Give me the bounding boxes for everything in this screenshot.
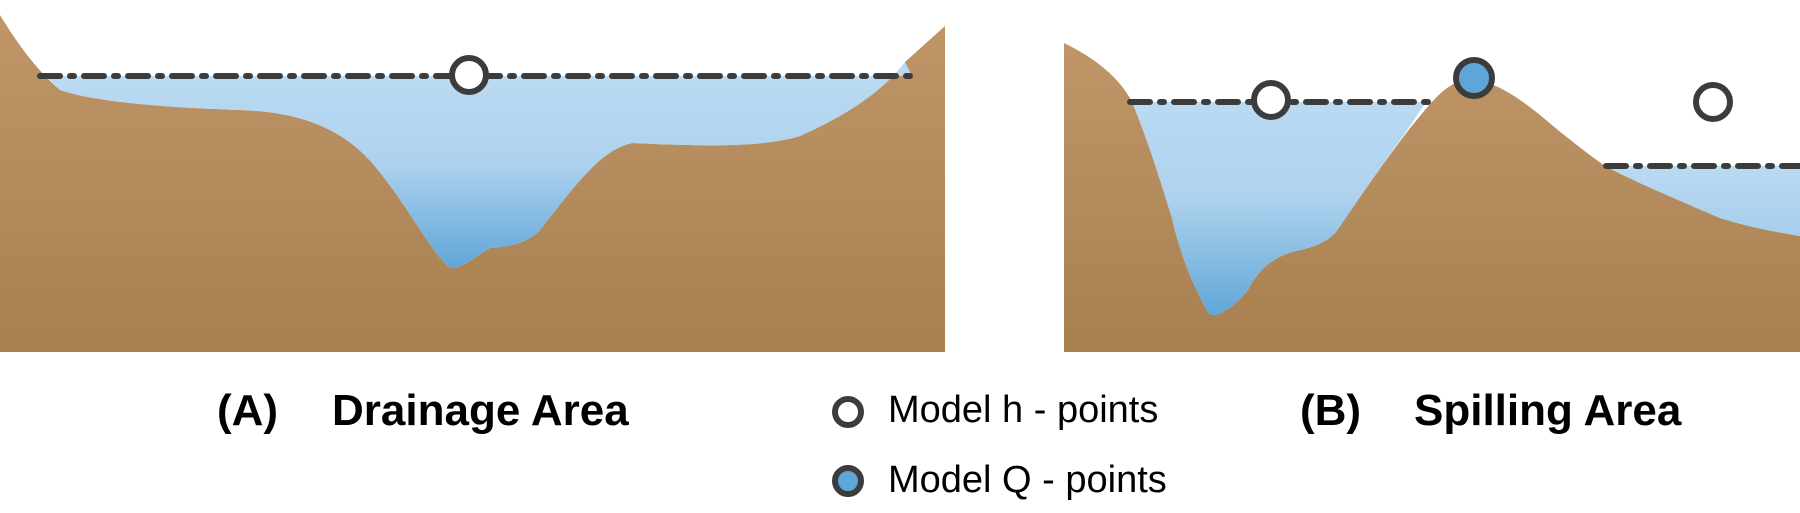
caption-a: (A) Drainage Area [217, 386, 629, 435]
panel-b-h-point-right [1693, 82, 1733, 122]
legend-q-points-label: Model Q - points [888, 459, 1167, 501]
panel-a-title: Drainage Area [332, 386, 629, 435]
panel-a-terrain [0, 15, 945, 352]
panel-b-water-basin [1132, 102, 1426, 315]
legend-item-q-points: Model Q - points [832, 459, 1167, 501]
panel-b-terrain [1064, 43, 1800, 352]
caption-b: (B) Spilling Area [1300, 386, 1682, 435]
legend-h-points-label: Model h - points [888, 389, 1158, 431]
panel-a-h-point [449, 55, 489, 95]
panel-b-water-right [1605, 166, 1800, 236]
legend-item-h-points: Model h - points [832, 389, 1158, 431]
panel-b-letter: (B) [1300, 386, 1361, 435]
panel-b-title: Spilling Area [1414, 386, 1682, 435]
panel-a-water [46, 62, 912, 268]
panel-b-h-point-left [1251, 80, 1291, 120]
panel-b-q-point [1453, 57, 1495, 99]
panel-b-spilling [1064, 43, 1800, 352]
hollow-circle-icon [832, 396, 864, 428]
legend: Model h - points Model Q - points [832, 389, 1167, 501]
panel-a-drainage [0, 15, 945, 352]
panel-a-letter: (A) [217, 386, 278, 435]
blue-filled-circle-icon [832, 465, 864, 497]
